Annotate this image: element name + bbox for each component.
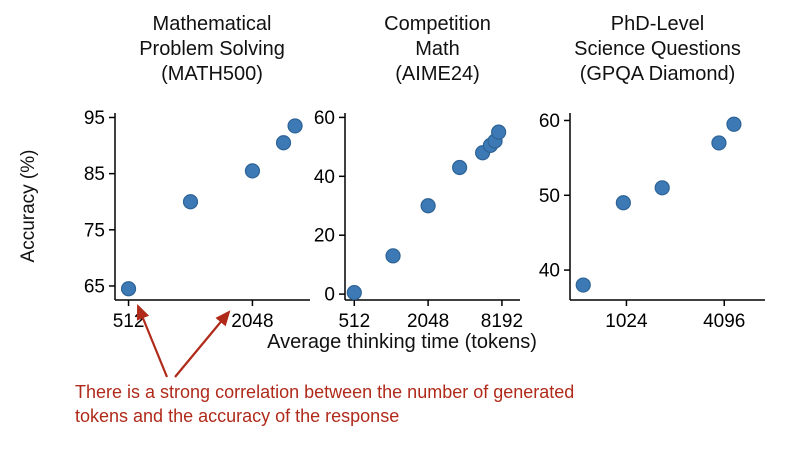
svg-text:40: 40 <box>539 261 560 282</box>
title-line: (GPQA Diamond) <box>579 63 736 85</box>
svg-text:60: 60 <box>539 111 560 132</box>
title-line: (MATH500) <box>161 63 263 85</box>
svg-text:0: 0 <box>324 285 335 306</box>
svg-text:4096: 4096 <box>703 311 745 332</box>
title-line: Problem Solving <box>139 38 285 60</box>
svg-text:2048: 2048 <box>407 311 449 332</box>
svg-text:50: 50 <box>539 186 560 207</box>
math500-scatter-plot: 512 2048 65 75 85 95 <box>84 108 310 332</box>
title-line: Mathematical <box>152 13 272 35</box>
svg-text:60: 60 <box>314 108 335 129</box>
svg-text:40: 40 <box>314 167 335 188</box>
svg-text:85: 85 <box>84 164 105 185</box>
annotation-line: There is a strong correlation between th… <box>75 382 575 402</box>
chart-title-aime24: Competition Math (AIME24) <box>340 12 535 87</box>
title-line: PhD-Level <box>610 13 705 35</box>
svg-text:75: 75 <box>84 220 105 241</box>
title-line: (AIME24) <box>395 63 480 85</box>
gpqa-scatter-plot: 1024 4096 40 50 60 <box>539 111 765 332</box>
x-axis-label: Average thinking time (tokens) <box>267 331 537 353</box>
chart-title-math500: Mathematical Problem Solving (MATH500) <box>112 12 312 87</box>
title-line: Math <box>415 38 460 60</box>
svg-text:8192: 8192 <box>481 311 523 332</box>
title-line: Science Questions <box>574 38 741 60</box>
title-line: Competition <box>384 13 491 35</box>
aime24-scatter-plot: 512 2048 8192 0 20 40 60 <box>314 108 523 332</box>
svg-text:20: 20 <box>314 226 335 247</box>
svg-text:512: 512 <box>113 311 145 332</box>
svg-text:65: 65 <box>84 276 105 297</box>
svg-text:1024: 1024 <box>605 311 648 332</box>
svg-text:512: 512 <box>338 311 370 332</box>
annotation-text: There is a strong correlation between th… <box>75 380 574 428</box>
svg-text:2048: 2048 <box>231 311 273 332</box>
annotation-line: tokens and the accuracy of the response <box>75 406 400 426</box>
svg-text:95: 95 <box>84 108 105 129</box>
chart-title-gpqa: PhD-Level Science Questions (GPQA Diamon… <box>550 12 765 87</box>
